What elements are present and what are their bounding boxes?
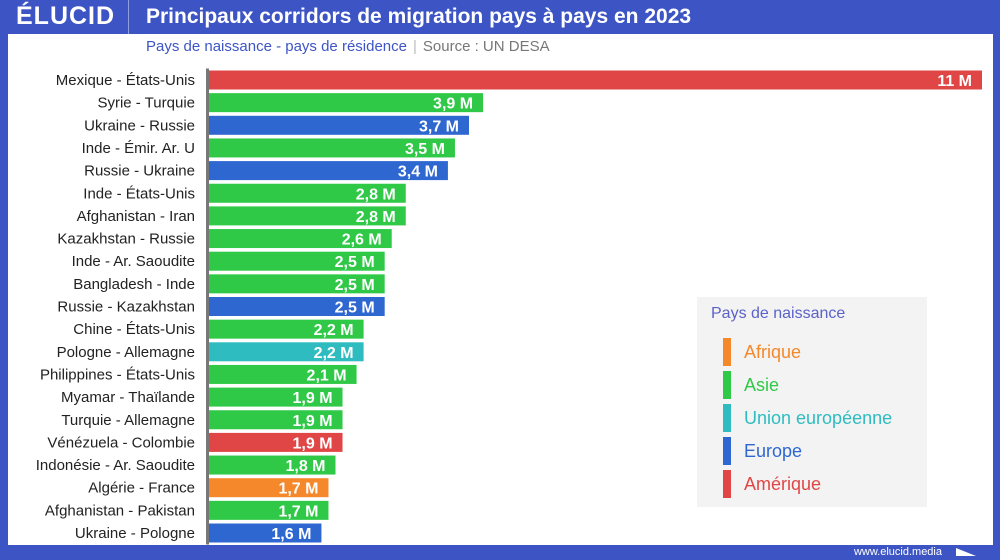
bar — [209, 229, 392, 249]
bar — [209, 70, 982, 90]
legend-label: Afrique — [744, 342, 802, 362]
legend-swatch — [723, 371, 731, 399]
source-text: Source : UN DESA — [422, 38, 550, 55]
category-label: Vénézuela - Colombie — [47, 434, 195, 451]
bar — [209, 500, 329, 520]
bar — [209, 161, 448, 181]
category-label: Chine - États-Unis — [73, 321, 195, 338]
value-label: 3,5 M — [405, 141, 445, 158]
value-label: 2,2 M — [314, 345, 354, 362]
category-label: Kazakhstan - Russie — [57, 231, 195, 248]
chart-subtitle: Pays de naissance - pays de résidence | So… — [146, 38, 550, 55]
value-label: 1,7 M — [278, 481, 318, 498]
legend-swatch — [723, 338, 731, 366]
value-label: 2,5 M — [335, 277, 375, 294]
elucid-logo: ÉLUCID — [16, 2, 116, 30]
value-label: 3,9 M — [433, 96, 473, 113]
bar — [209, 115, 470, 135]
bar — [209, 342, 364, 362]
category-label: Inde - Ar. Saoudite — [72, 253, 195, 270]
category-label: Mexique - États-Unis — [56, 72, 195, 89]
value-label: 2,2 M — [314, 322, 354, 339]
value-label: 2,5 M — [335, 300, 375, 317]
bar — [209, 251, 385, 271]
legend-swatch — [723, 470, 731, 498]
subtitle-text: Pays de naissance - pays de résidence — [146, 38, 407, 55]
value-label: 1,8 M — [285, 458, 325, 475]
value-label: 3,7 M — [419, 118, 459, 135]
bar — [209, 364, 357, 384]
category-label: Ukraine - Russie — [84, 117, 195, 134]
elucid-flag-icon — [956, 548, 976, 556]
bar — [209, 93, 484, 113]
bar — [209, 206, 406, 226]
category-label: Afghanistan - Iran — [77, 208, 195, 225]
header-divider — [128, 0, 129, 34]
legend-label: Union européenne — [744, 408, 893, 428]
value-label: 2,5 M — [335, 254, 375, 271]
value-label: 2,1 M — [307, 367, 347, 384]
footer-url[interactable]: www.elucid.media — [853, 546, 942, 558]
category-label: Inde - États-Unis — [83, 185, 195, 202]
chart-title: Principaux corridors de migration pays à… — [146, 5, 692, 28]
category-label: Syrie - Turquie — [97, 95, 195, 112]
value-label: 3,4 M — [398, 164, 438, 181]
category-label: Pologne - Allemagne — [57, 344, 195, 361]
bar — [209, 523, 322, 543]
legend-label: Asie — [744, 375, 780, 395]
bar — [209, 478, 329, 498]
category-label: Myamar - Thaïlande — [61, 389, 195, 406]
category-label: Indonésie - Ar. Saoudite — [36, 457, 195, 474]
category-label: Afghanistan - Pakistan — [45, 502, 195, 519]
category-label: Turquie - Allemagne — [61, 412, 195, 429]
bar — [209, 319, 364, 339]
value-label: 1,6 M — [271, 526, 311, 543]
bar — [209, 387, 343, 407]
category-label: Inde - Émir. Ar. U — [82, 140, 195, 157]
value-label: 2,8 M — [356, 186, 396, 203]
value-label: 1,7 M — [278, 503, 318, 520]
legend: Pays de naissance Afrique Asie Union europ… — [697, 297, 927, 507]
subtitle-separator: | — [412, 38, 417, 55]
value-label: 2,8 M — [356, 209, 396, 226]
bar — [209, 297, 385, 316]
legend-title: Pays de naissance — [711, 305, 846, 322]
bar — [209, 183, 406, 203]
value-label: 1,9 M — [293, 390, 333, 407]
bar — [209, 432, 343, 452]
header-bar: ÉLUCID Principaux corridors de migration… — [0, 0, 1000, 34]
bar — [209, 410, 343, 430]
category-label: Russie - Kazakhstan — [57, 299, 195, 316]
value-label: 11 M — [937, 73, 972, 90]
category-label: Philippines - États-Unis — [40, 366, 195, 383]
legend-label: Amérique — [744, 474, 822, 494]
axis-line — [206, 68, 209, 545]
legend-swatch — [723, 437, 731, 465]
legend-swatch — [723, 404, 731, 432]
value-label: 1,9 M — [293, 435, 333, 452]
bar — [209, 455, 336, 475]
bar — [209, 138, 455, 158]
bar — [209, 274, 385, 294]
value-label: 2,6 M — [342, 232, 382, 249]
category-label: Russie - Ukraine — [84, 163, 195, 180]
value-label: 1,9 M — [293, 413, 333, 430]
category-label: Bangladesh - Inde — [73, 276, 195, 293]
category-label: Algérie - France — [88, 480, 195, 497]
legend-label: Europe — [744, 441, 803, 461]
category-label: Ukraine - Pologne — [75, 525, 195, 542]
